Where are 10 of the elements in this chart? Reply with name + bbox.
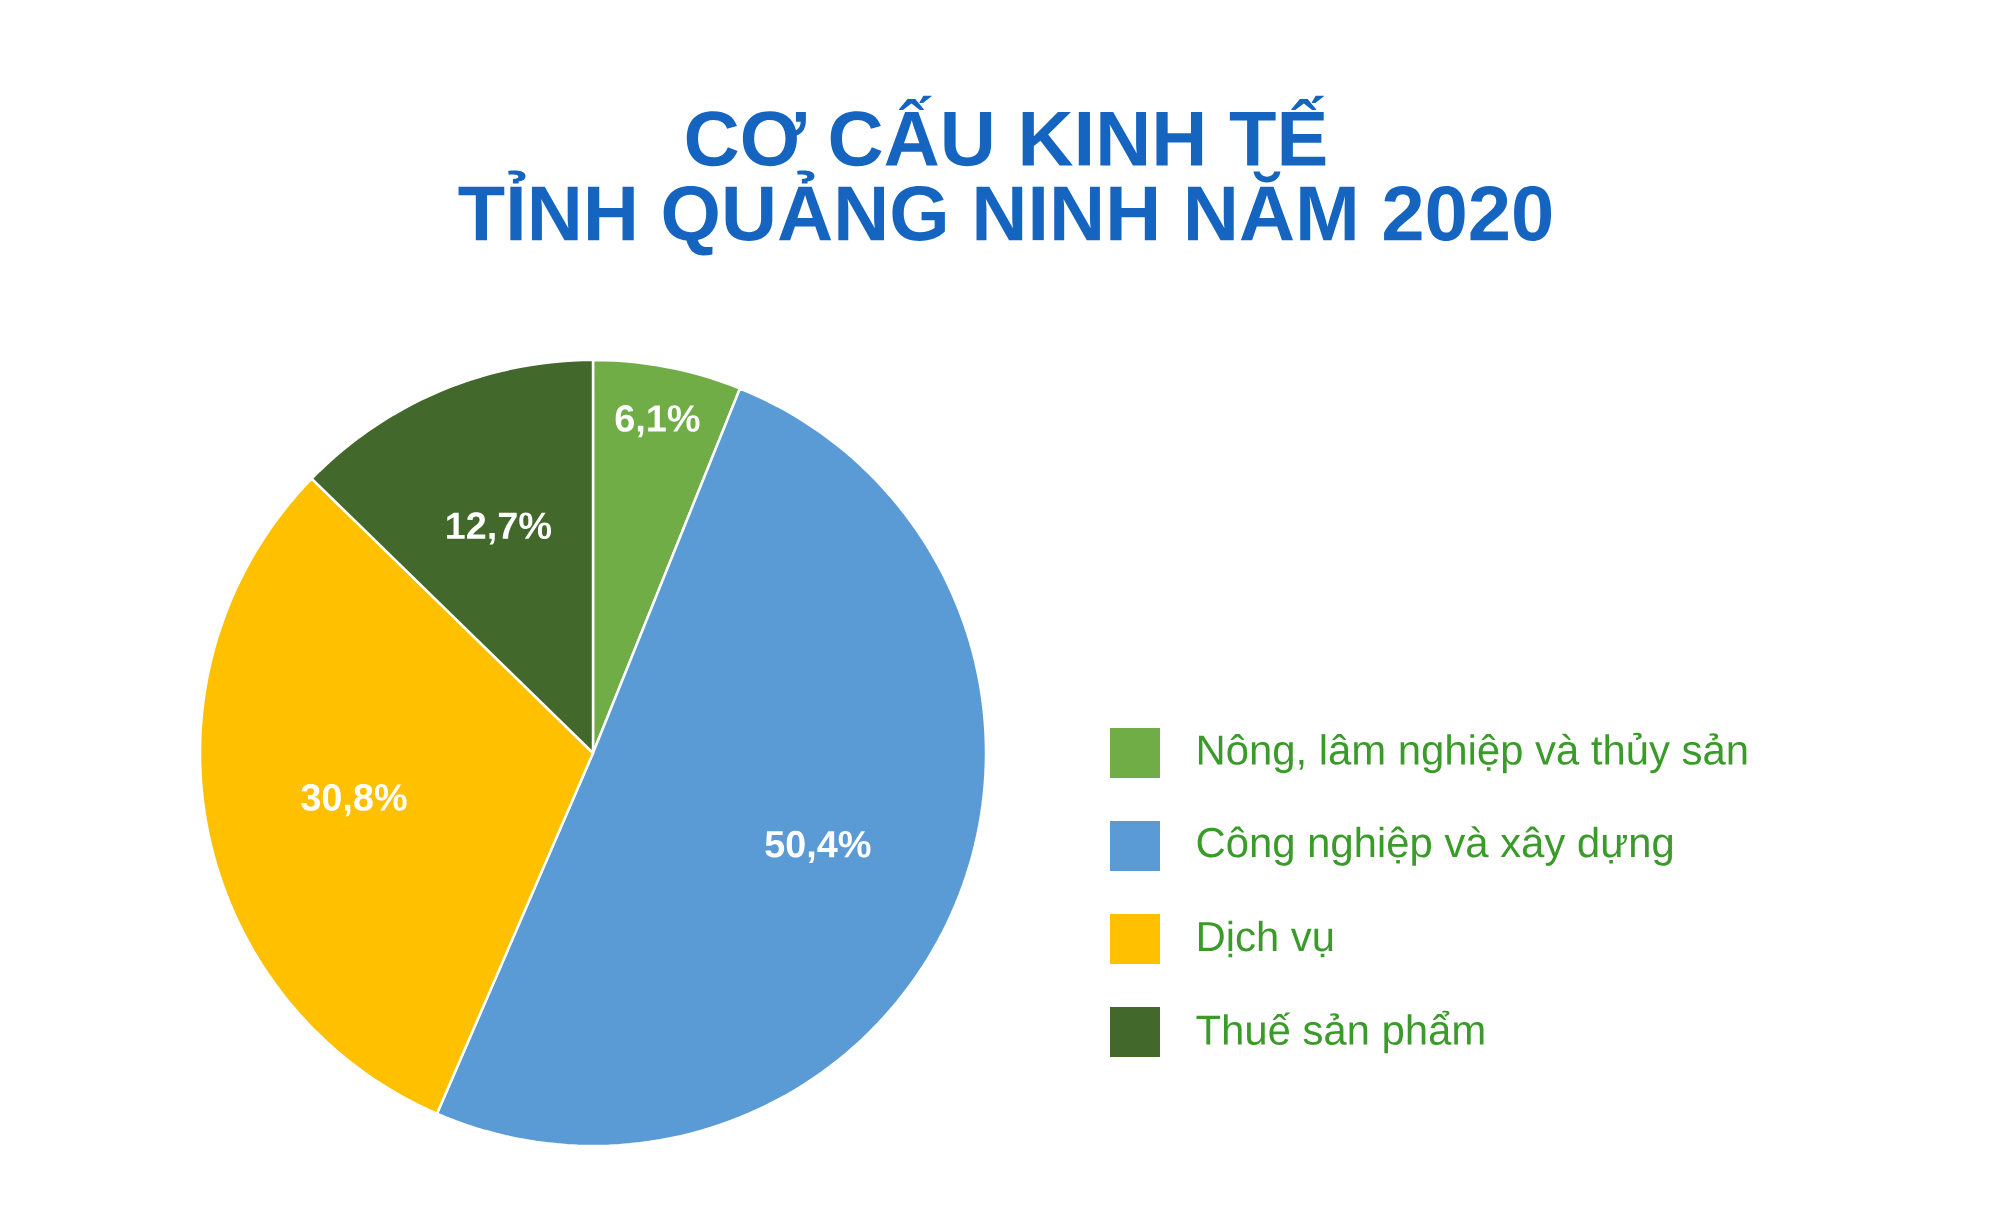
legend-label: Nông, lâm nghiệp và thủy sản [1198, 732, 1747, 774]
data-label: 30,8% [301, 784, 407, 817]
data-label: 12,7% [447, 512, 552, 545]
data-label: 6,1% [615, 405, 700, 438]
legend-label: Thuế sản phẩm [1196, 1010, 1484, 1054]
legend-label: Công nghiệp và xây dựng [1197, 826, 1673, 866]
data-label: 50,4% [765, 830, 871, 864]
chart-title: CƠ CẤU KINH TẾ [686, 95, 1326, 167]
legend-label: Dịch vụ [1198, 920, 1333, 958]
chart-subtitle: TỈNH QUẢNG NINH NĂM 2020 [458, 170, 1552, 256]
